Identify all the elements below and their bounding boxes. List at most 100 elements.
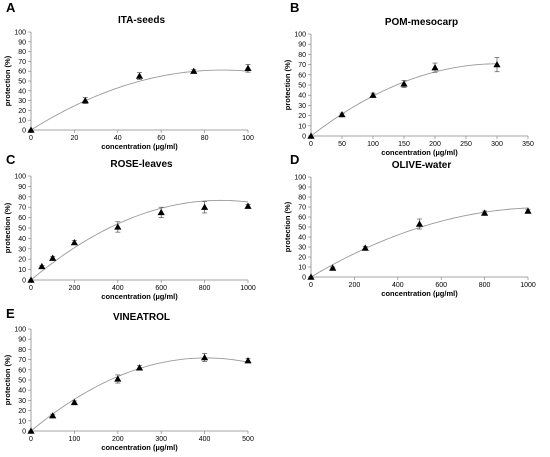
y-tick-label: 20 xyxy=(18,408,26,415)
x-tick-label: 200 xyxy=(429,141,441,148)
x-axis-label: concentration (µg/ml) xyxy=(101,443,178,452)
y-tick-label: 30 xyxy=(298,245,306,252)
y-axis-label: protection (%) xyxy=(3,354,12,405)
x-tick-label: 80 xyxy=(201,135,209,142)
data-point-triangle xyxy=(415,220,424,227)
data-point-triangle xyxy=(244,202,252,209)
y-tick-label: 40 xyxy=(298,235,306,242)
data-point-triangle xyxy=(369,91,377,98)
trend-curve xyxy=(310,207,529,278)
y-tick-label: 30 xyxy=(18,246,26,253)
data-point-triangle xyxy=(27,126,35,133)
y-tick-label: 20 xyxy=(298,255,306,262)
y-tick-label: 0 xyxy=(22,278,26,285)
x-tick-label: 0 xyxy=(29,285,33,292)
data-point-triangle xyxy=(201,203,209,210)
y-tick-label: 80 xyxy=(18,194,26,201)
data-point-triangle xyxy=(190,67,198,74)
panel-title: OLIVE-water xyxy=(392,160,452,171)
y-tick-label: 30 xyxy=(298,103,306,110)
y-tick-label: 70 xyxy=(18,205,26,212)
panel-letter: A xyxy=(6,0,16,15)
y-tick-label: 0 xyxy=(22,128,26,135)
x-axis-label: concentration (µg/ml) xyxy=(381,148,458,157)
panel-letter: D xyxy=(290,152,299,167)
data-point-triangle xyxy=(329,264,337,271)
y-tick-label: 100 xyxy=(14,327,26,334)
y-tick-label: 0 xyxy=(302,134,306,141)
y-tick-label: 50 xyxy=(18,79,26,86)
data-point-triangle xyxy=(307,273,315,280)
x-tick-label: 600 xyxy=(435,282,447,289)
y-tick-label: 90 xyxy=(298,185,306,192)
trend-curve xyxy=(310,63,498,137)
data-point-triangle xyxy=(81,97,89,104)
data-point-triangle xyxy=(307,132,315,139)
data-point-triangle xyxy=(70,238,78,246)
x-tick-label: 0 xyxy=(29,135,33,142)
x-tick-label: 250 xyxy=(460,141,472,148)
y-tick-label: 80 xyxy=(298,195,306,202)
y-tick-label: 70 xyxy=(18,357,26,364)
data-point-triangle xyxy=(114,223,122,230)
x-tick-label: 800 xyxy=(199,285,211,292)
x-tick-label: 300 xyxy=(155,436,167,443)
data-point-triangle xyxy=(431,64,439,71)
data-point-triangle xyxy=(361,244,369,251)
y-tick-label: 30 xyxy=(18,98,26,105)
x-tick-label: 400 xyxy=(392,282,404,289)
y-tick-label: 60 xyxy=(298,215,306,222)
y-tick-label: 70 xyxy=(298,205,306,212)
y-tick-label: 90 xyxy=(18,184,26,191)
data-point-triangle xyxy=(135,72,144,79)
y-tick-label: 100 xyxy=(14,30,26,37)
x-tick-label: 1000 xyxy=(520,282,536,289)
y-tick-label: 70 xyxy=(298,62,306,69)
x-tick-label: 500 xyxy=(242,436,254,443)
y-axis-label: protection (%) xyxy=(283,59,292,110)
y-tick-label: 60 xyxy=(18,215,26,222)
y-tick-label: 50 xyxy=(298,225,306,232)
x-tick-label: 800 xyxy=(479,282,491,289)
x-tick-label: 0 xyxy=(309,141,313,148)
x-tick-label: 150 xyxy=(398,141,410,148)
data-point-triangle xyxy=(38,262,46,270)
x-tick-label: 1000 xyxy=(240,285,256,292)
y-tick-label: 20 xyxy=(18,108,26,115)
x-tick-label: 400 xyxy=(199,436,211,443)
x-tick-label: 200 xyxy=(349,282,361,289)
y-tick-label: 40 xyxy=(18,88,26,95)
data-point-triangle xyxy=(114,375,122,382)
data-point-triangle xyxy=(244,357,252,364)
y-axis-label: protection (%) xyxy=(3,202,12,253)
y-tick-label: 100 xyxy=(14,174,26,181)
panel-a: A ITA-seeds 0 10 20 30 40 50 60 70 80 90 100 0 20 40 60 8… xyxy=(3,0,254,151)
x-tick-label: 100 xyxy=(242,135,254,142)
y-tick-label: 100 xyxy=(294,175,306,182)
x-axis-label: concentration (µg/ml) xyxy=(381,289,458,298)
y-tick-label: 60 xyxy=(298,72,306,79)
y-tick-label: 0 xyxy=(302,275,306,282)
y-tick-label: 30 xyxy=(18,398,26,405)
x-tick-label: 50 xyxy=(338,141,346,148)
y-tick-label: 90 xyxy=(18,39,26,46)
x-tick-label: 0 xyxy=(29,436,33,443)
y-tick-label: 20 xyxy=(298,113,306,120)
panel-letter: B xyxy=(290,0,299,15)
y-tick-label: 60 xyxy=(18,69,26,76)
data-point-triangle xyxy=(49,254,57,261)
x-tick-label: 0 xyxy=(309,282,313,289)
data-point-triangle xyxy=(201,353,209,361)
trend-curve xyxy=(30,199,249,281)
y-axis-label: protection (%) xyxy=(3,55,12,106)
data-point-triangle xyxy=(244,64,252,71)
y-tick-label: 10 xyxy=(18,267,26,274)
data-point-triangle xyxy=(493,61,501,68)
x-tick-label: 20 xyxy=(71,135,79,142)
y-tick-label: 0 xyxy=(22,429,26,436)
y-tick-label: 10 xyxy=(298,123,306,130)
x-tick-label: 200 xyxy=(112,436,124,443)
